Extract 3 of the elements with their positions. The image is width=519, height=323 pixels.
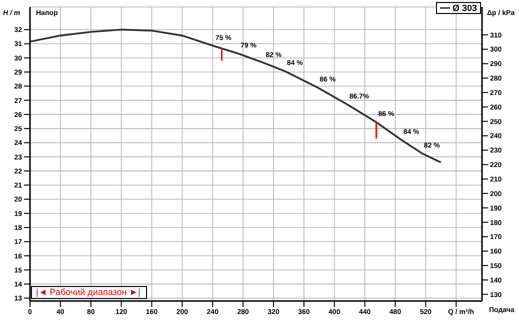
- line-series: [30, 28, 442, 164]
- legend-label: Ø 303: [451, 3, 477, 13]
- annotation: |◄ Рабочий диапазон ►|: [31, 286, 148, 299]
